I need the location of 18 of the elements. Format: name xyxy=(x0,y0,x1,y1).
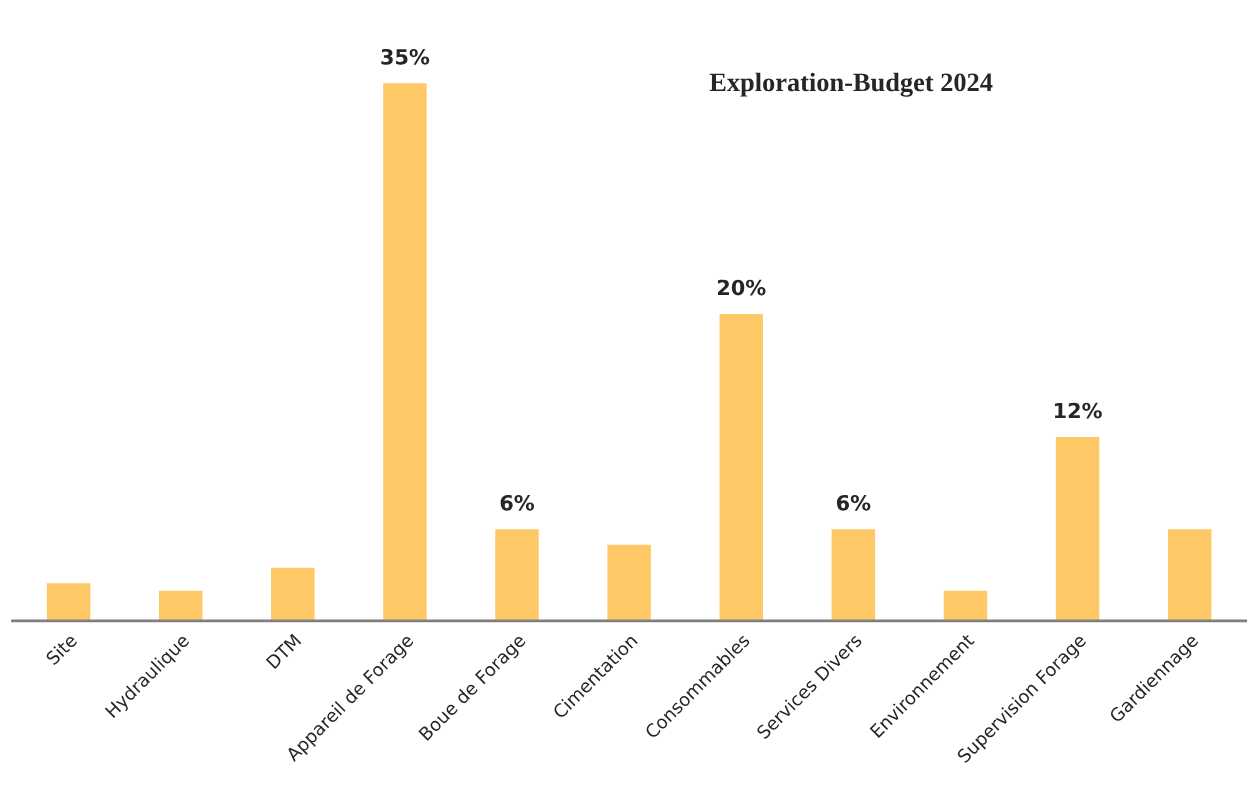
bar xyxy=(157,589,204,621)
x-tick-label: Site xyxy=(44,632,78,666)
bar xyxy=(606,543,653,621)
data-label: 20% xyxy=(717,279,766,296)
bar xyxy=(493,527,541,621)
bar xyxy=(269,566,316,621)
chart-title: Exploration-Budget 2024 xyxy=(709,72,993,97)
data-label: 12% xyxy=(1054,402,1102,419)
data-label: 6% xyxy=(836,494,871,511)
bar xyxy=(942,589,989,621)
data-label: 35% xyxy=(381,48,430,65)
data-label: 6% xyxy=(500,494,535,511)
bar xyxy=(45,581,92,621)
bar xyxy=(1166,527,1213,621)
bar xyxy=(718,312,765,621)
bar xyxy=(830,527,877,621)
bar xyxy=(381,81,429,621)
bar xyxy=(1054,435,1101,621)
